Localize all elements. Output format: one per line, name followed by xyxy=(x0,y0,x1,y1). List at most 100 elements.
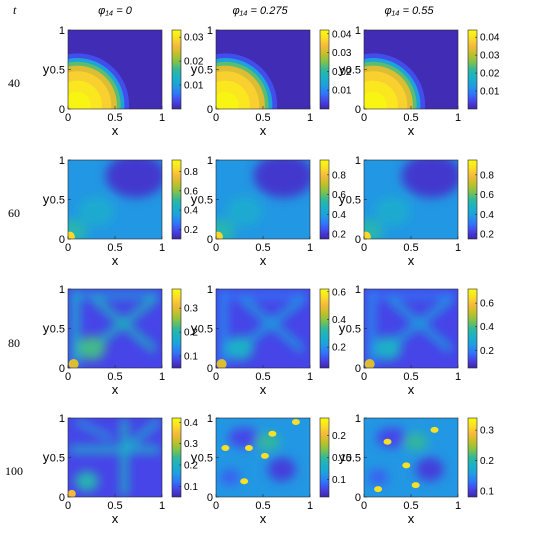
y-tick-label: 0.5 xyxy=(50,195,65,207)
y-axis-label: y xyxy=(43,62,50,77)
y-axis-label: y xyxy=(339,62,346,77)
heatmap-contour-6 xyxy=(364,91,387,109)
heatmap-mid-region xyxy=(255,432,280,451)
heatmap-ridge-3 xyxy=(121,418,161,453)
column-header-3: φ₁₄ = 0.55 xyxy=(384,5,434,17)
x-tick-label: 0 xyxy=(65,242,71,254)
colorbar-tick-label: 0.2 xyxy=(480,230,494,241)
heatmap-hot-spot xyxy=(216,231,223,239)
row-label-3: 80 xyxy=(8,336,20,350)
heatmap-hot-spot-4 xyxy=(291,418,300,425)
colorbar-tick-label: 0.4 xyxy=(184,206,198,217)
y-tick-label: 0.5 xyxy=(50,65,65,77)
heatmap xyxy=(216,289,310,368)
x-tick-label: 0.5 xyxy=(255,371,270,383)
heatmap-field xyxy=(365,289,457,368)
colorbar xyxy=(467,288,478,369)
colorbar-tick-label: 0.02 xyxy=(332,67,352,78)
heatmap-ridge-4 xyxy=(74,419,113,441)
y-tick-label: 0 xyxy=(59,492,65,504)
panel-t80-col1: 0 0.5 1 0 0.5 1 x y 0.1 0.2 0.3 xyxy=(43,284,199,397)
colorbar-tick-label: 0.6 xyxy=(332,287,346,298)
colorbar-tick-label: 0.03 xyxy=(184,33,204,44)
heatmap-warm-region xyxy=(373,336,402,361)
colorbar-tick-label: 0.15 xyxy=(332,453,352,464)
x-tick-label: 0 xyxy=(213,371,219,383)
row-label-1: 40 xyxy=(8,76,20,90)
x-tick-label: 1 xyxy=(159,242,165,254)
x-axis-label: x xyxy=(260,123,267,138)
heatmap xyxy=(68,160,162,239)
y-tick-label: 0 xyxy=(59,104,65,116)
panel-t100-col3: 0 0.5 1 0 0.5 1 x y 0.1 0.2 0.3 xyxy=(339,413,495,526)
colorbar-tick-label: 0.4 xyxy=(332,315,346,326)
x-tick-label: 0.5 xyxy=(403,242,418,254)
colorbar-tick-label: 0.02 xyxy=(480,69,500,80)
x-axis-label: x xyxy=(112,382,119,397)
heatmap-cold-region-2 xyxy=(267,457,296,482)
heatmap-hot-spot-5 xyxy=(221,445,230,452)
heatmap xyxy=(68,289,162,368)
row-label-4: 100 xyxy=(5,464,23,478)
column-header-1: φ₁₄ = 0 xyxy=(98,5,133,17)
y-tick-label: 1 xyxy=(59,284,65,296)
x-tick-label: 0.5 xyxy=(255,112,270,124)
y-tick-label: 0.5 xyxy=(346,453,361,465)
x-tick-label: 1 xyxy=(307,242,313,254)
colorbar-tick-label: 0.6 xyxy=(184,186,198,197)
heatmap-hot-spot-0 xyxy=(383,438,392,445)
heatmap-hot-spot xyxy=(68,489,76,497)
heatmap-warm-region xyxy=(74,471,99,492)
heatmap-cold-region-1 xyxy=(376,427,409,448)
heatmap-contour-6 xyxy=(216,91,239,109)
y-tick-label: 1 xyxy=(355,413,361,425)
heatmap-mid-region xyxy=(226,196,263,227)
colorbar-tick-label: 0.04 xyxy=(332,29,352,40)
panel-t100-col2: 0 0.5 1 0 0.5 1 x y 0.1 0.15 0.2 xyxy=(191,413,352,526)
colorbar-tick-label: 0.8 xyxy=(184,167,198,178)
heatmap-hot-spot xyxy=(364,359,375,368)
x-axis-label: x xyxy=(112,123,119,138)
x-axis-label: x xyxy=(408,511,415,526)
heatmap-cold-region xyxy=(253,160,310,198)
colorbar-tick-label: 0.2 xyxy=(480,346,494,357)
colorbar-tick-label: 0.6 xyxy=(480,299,494,310)
colorbar-tick-label: 0.1 xyxy=(332,475,346,486)
y-axis-label: y xyxy=(43,192,50,207)
colorbar-tick-label: 0.2 xyxy=(480,456,494,467)
heatmap-cold-region-3 xyxy=(220,469,241,486)
colorbar-tick-label: 0.02 xyxy=(184,57,204,68)
row-label-2: 60 xyxy=(8,206,20,220)
x-tick-label: 0.5 xyxy=(107,371,122,383)
y-tick-label: 0.5 xyxy=(198,453,213,465)
x-tick-label: 1 xyxy=(307,371,313,383)
x-axis-label: x xyxy=(408,123,415,138)
heatmap-warm-region xyxy=(225,336,254,361)
x-tick-label: 0 xyxy=(65,500,71,512)
panel-t60-col1: 0 0.5 1 0 0.5 1 x y 0.2 0.4 0.6 0.8 xyxy=(43,155,199,268)
x-tick-label: 0.5 xyxy=(403,112,418,124)
heatmap xyxy=(68,30,162,109)
y-tick-label: 0.5 xyxy=(346,195,361,207)
colorbar xyxy=(319,159,330,240)
colorbar xyxy=(171,29,182,110)
x-tick-label: 1 xyxy=(455,371,461,383)
heatmap xyxy=(68,418,162,497)
heatmap-mid-region xyxy=(403,432,428,451)
colorbar-tick-label: 0.3 xyxy=(184,439,198,450)
x-tick-label: 1 xyxy=(159,500,165,512)
colorbar-tick-label: 0.4 xyxy=(480,210,494,221)
heatmap-field xyxy=(69,418,161,497)
heatmap-contour-6 xyxy=(68,91,91,109)
heatmap-cold-region-2 xyxy=(415,457,444,482)
colorbar xyxy=(319,29,330,110)
x-axis-label: x xyxy=(260,382,267,397)
y-axis-label: y xyxy=(191,321,198,336)
heatmap-field xyxy=(217,289,309,368)
y-tick-label: 0 xyxy=(355,104,361,116)
x-tick-label: 0 xyxy=(65,112,71,124)
heatmap xyxy=(216,418,310,497)
colorbar-tick-label: 0.1 xyxy=(184,482,198,493)
y-tick-label: 0 xyxy=(59,363,65,375)
